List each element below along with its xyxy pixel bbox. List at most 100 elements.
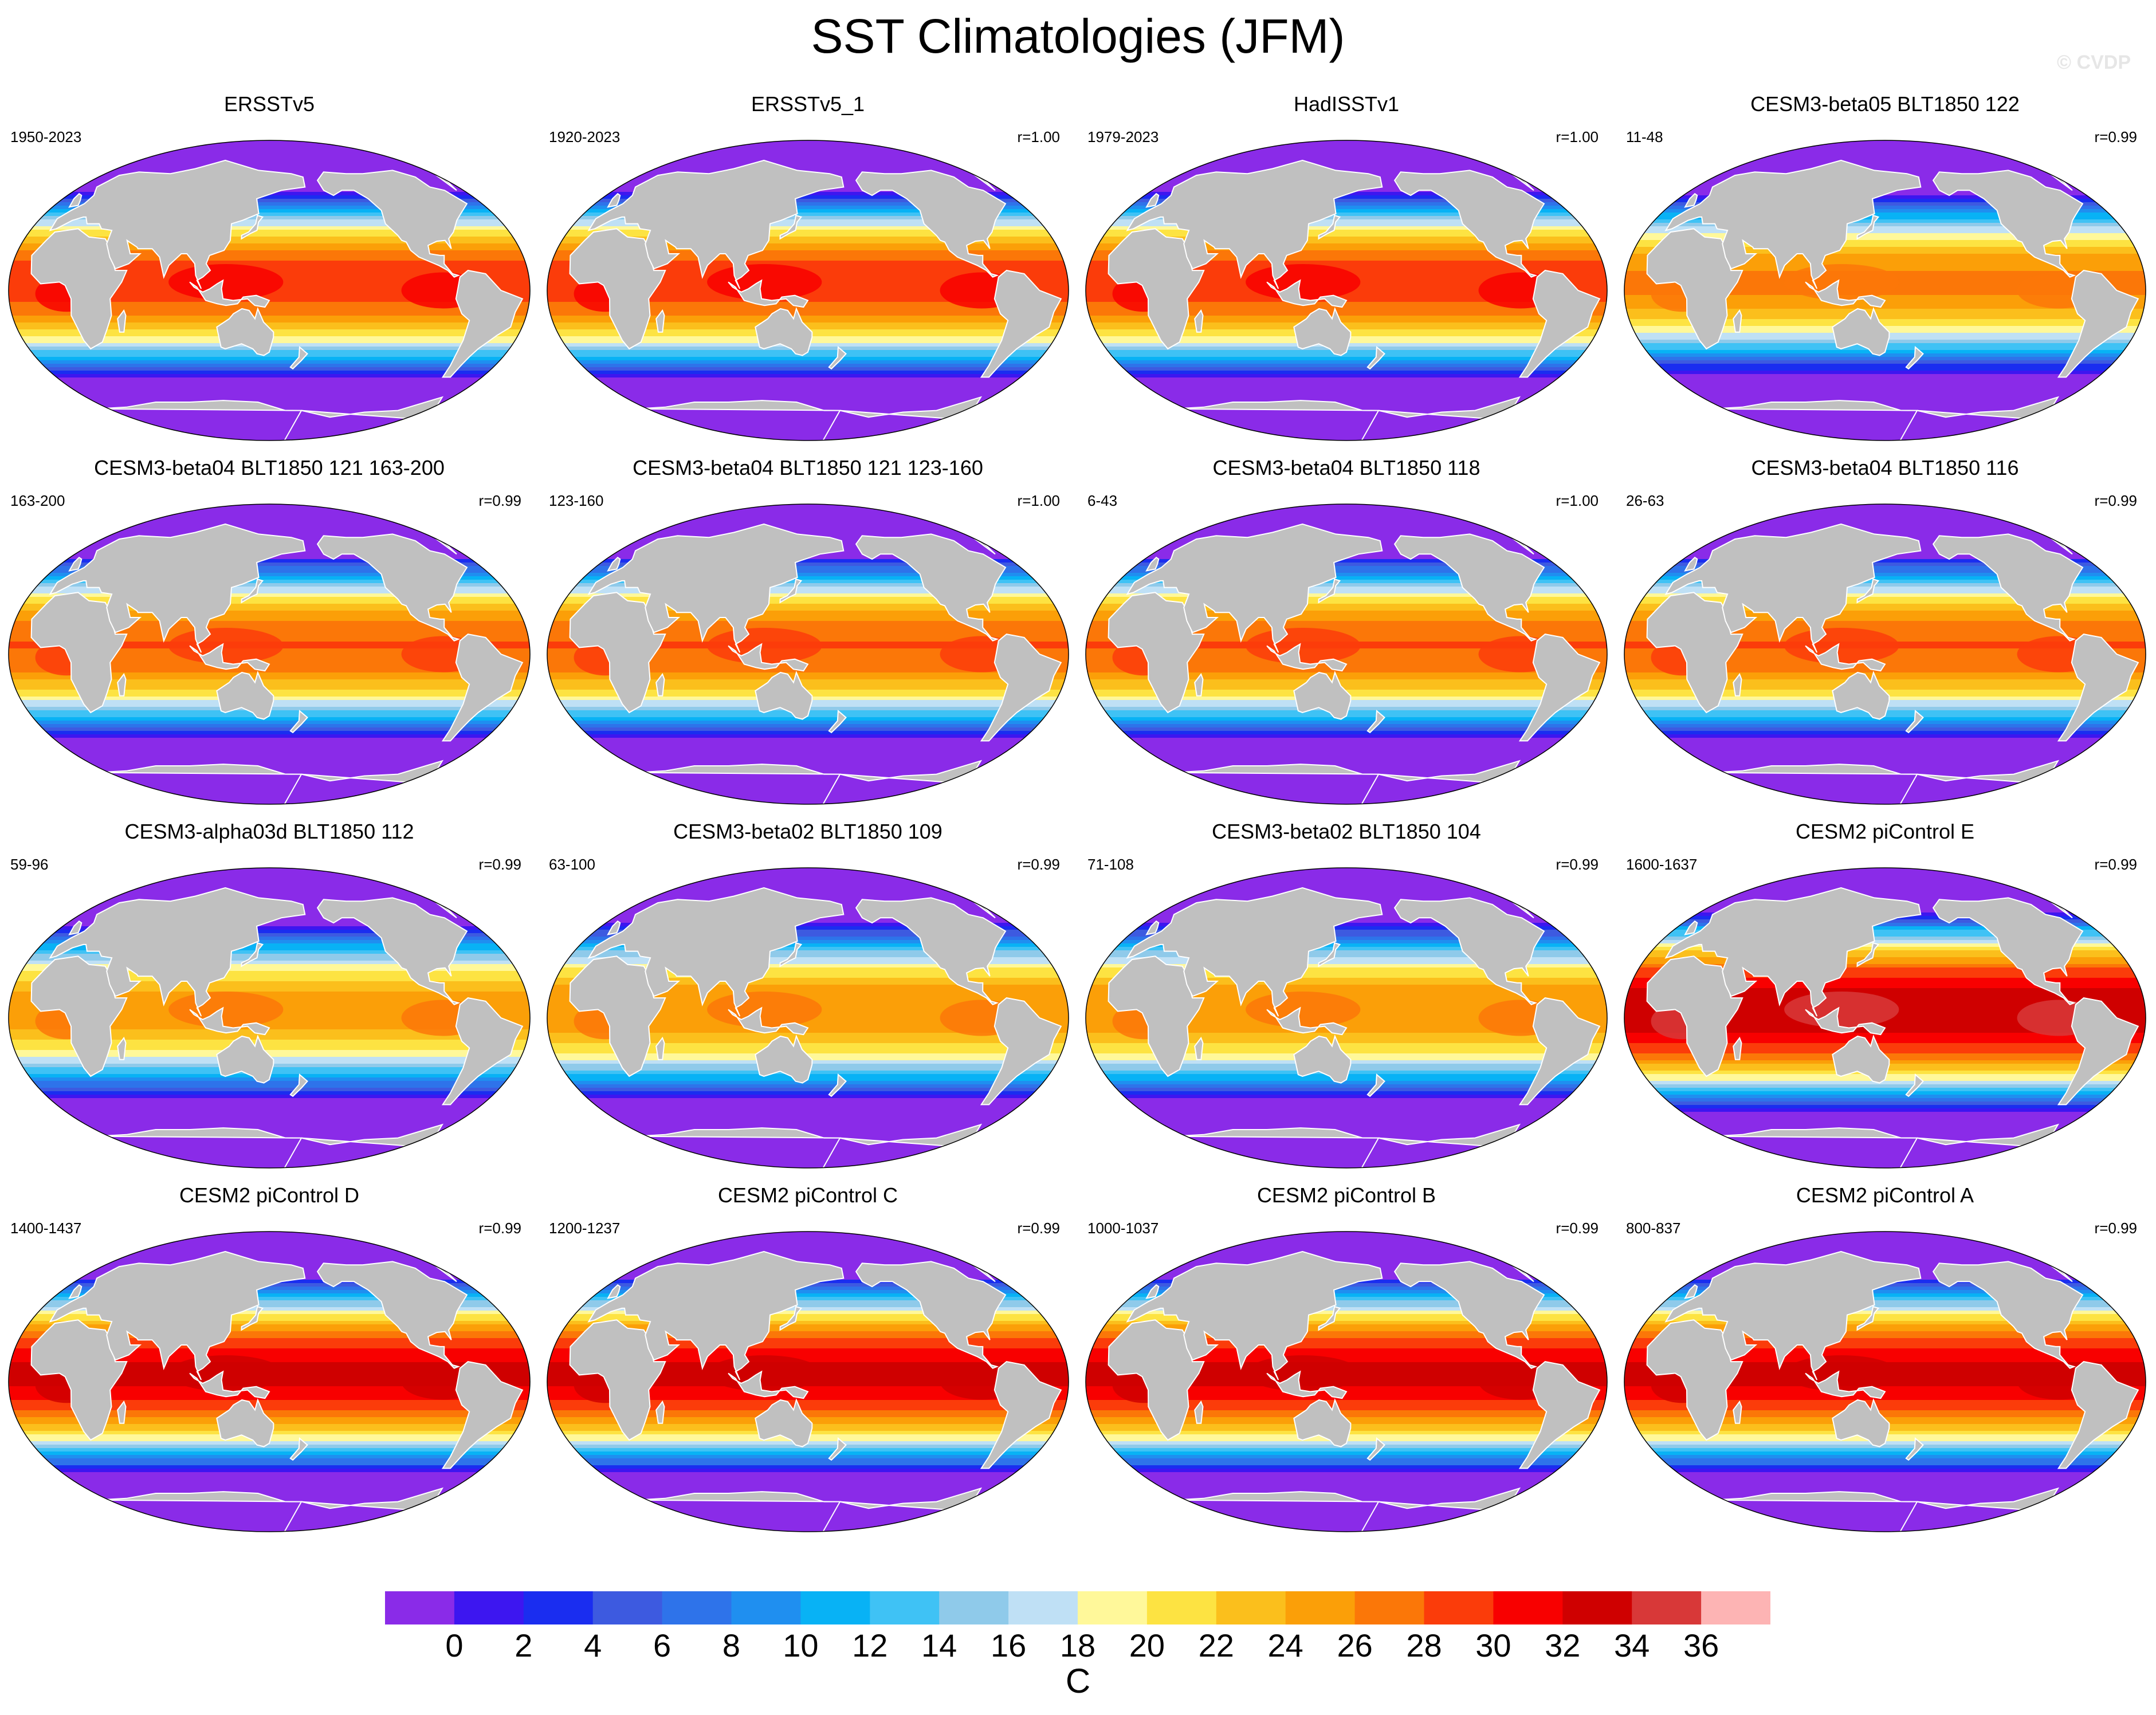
land-mass [189, 279, 270, 308]
panel-correlation: r=0.99 [2094, 128, 2137, 145]
sst-band [1624, 659, 2146, 663]
sst-band [547, 871, 1069, 875]
sst-band [9, 1167, 530, 1168]
sst-band [9, 316, 530, 320]
sst-band [547, 213, 1069, 217]
sst-band [547, 803, 1069, 804]
map-panel: CESM2 piControl C 1200-1237 r=0.99 [539, 1183, 1077, 1544]
sst-band [1086, 1493, 1607, 1497]
sst-band [9, 377, 530, 381]
panel-correlation: r=0.99 [1556, 1220, 1599, 1237]
sst-band [1624, 1503, 2146, 1507]
sst-band [1086, 1153, 1607, 1157]
sst-band [547, 1238, 1069, 1242]
sst-band [9, 1486, 530, 1490]
sst-band [9, 717, 530, 721]
sst-band [547, 319, 1069, 323]
sst-band [547, 563, 1069, 567]
sst-band [547, 1414, 1069, 1418]
sst-band [9, 402, 530, 406]
sst-band [9, 871, 530, 875]
panel-years: 800-837 [1626, 1220, 1681, 1237]
sst-band [1086, 360, 1607, 364]
land-mass [1664, 887, 1922, 1017]
sst-band [1624, 1317, 2146, 1321]
colorbar-swatch [1424, 1591, 1494, 1624]
sst-band [9, 985, 530, 989]
sst-band [547, 1324, 1069, 1328]
land-mass [1646, 955, 1743, 1077]
colorbar-swatch [662, 1591, 732, 1624]
sst-band [1624, 882, 2146, 886]
sst-band [547, 1321, 1069, 1325]
sst-band [1086, 302, 1607, 306]
sst-band [547, 967, 1069, 971]
sst-band [9, 1524, 530, 1528]
sst-band [1086, 614, 1607, 618]
sst-band [547, 264, 1069, 268]
sst-band [547, 885, 1069, 889]
sst-band [547, 786, 1069, 790]
sst-band [547, 800, 1069, 804]
sst-band [547, 377, 1069, 381]
sst-band [9, 731, 530, 735]
sst-band [1086, 573, 1607, 577]
sst-band [1086, 1163, 1607, 1167]
land-mass [634, 400, 841, 440]
sst-band [9, 600, 530, 604]
map-panel: CESM3-alpha03d BLT1850 112 59-96 r=0.99 [0, 819, 539, 1180]
sst-band [1624, 233, 2146, 237]
sst-band [1086, 508, 1607, 512]
sst-band [9, 1448, 530, 1452]
sst-band [1624, 230, 2146, 234]
colorbar-swatch [800, 1591, 870, 1624]
sst-band [547, 666, 1069, 670]
panel-title: ERSSTv5 [223, 92, 315, 116]
sst-band [1086, 793, 1607, 797]
sst-band [1624, 1393, 2146, 1397]
land-mass [68, 1284, 83, 1299]
map-border [1085, 140, 1608, 441]
sst-band [9, 1328, 530, 1332]
land-mass [1518, 1361, 1601, 1469]
sst-band [1624, 745, 2146, 749]
sst-band [9, 1119, 530, 1123]
sst-band [9, 1238, 530, 1242]
sst-band [9, 1493, 530, 1497]
sst-band [9, 1150, 530, 1154]
sst-band [547, 679, 1069, 683]
warm-pool [168, 1355, 284, 1391]
sst-band [547, 1040, 1069, 1044]
sst-band [9, 1331, 530, 1335]
sst-band [547, 226, 1069, 230]
sst-band [9, 319, 530, 323]
colorbar-tick-label: 36 [1683, 1627, 1719, 1663]
sst-band [547, 1249, 1069, 1253]
sst-band [9, 1050, 530, 1054]
sst-band [9, 789, 530, 793]
sst-band [9, 1479, 530, 1483]
land-mass [1266, 1370, 1348, 1399]
sst-band [1624, 666, 2146, 670]
colorbar-swatch [1078, 1591, 1148, 1624]
sst-band [1086, 676, 1607, 680]
sst-band [1624, 209, 2146, 213]
sst-band [1086, 590, 1607, 594]
sst-band [1086, 1157, 1607, 1161]
sst-band [1086, 1338, 1607, 1342]
sst-band [547, 721, 1069, 725]
sst-band [9, 1022, 530, 1026]
sst-band [1086, 1527, 1607, 1531]
panel-years: 1200-1237 [549, 1220, 621, 1237]
sst-band [9, 1256, 530, 1260]
sst-band [9, 508, 530, 512]
sst-band [9, 947, 530, 951]
sst-band [1624, 1445, 2146, 1449]
colorbar-tick-label: 8 [722, 1627, 741, 1663]
sst-band [1086, 1531, 1607, 1532]
sst-band [9, 1139, 530, 1143]
sst-band [547, 305, 1069, 309]
sst-band [9, 995, 530, 999]
sst-band [1624, 580, 2146, 584]
sst-band [1624, 1513, 2146, 1517]
